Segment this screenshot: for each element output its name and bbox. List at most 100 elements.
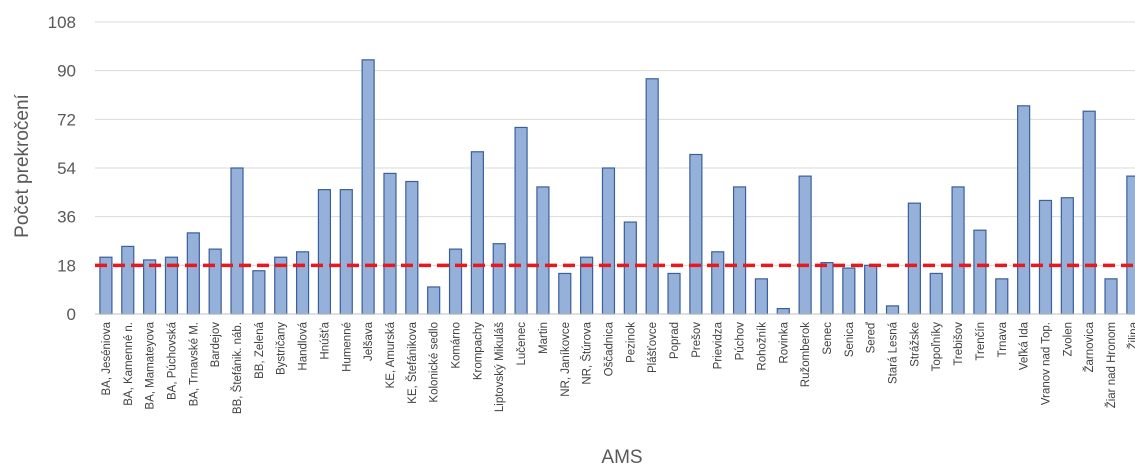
bar	[1104, 278, 1118, 315]
x-tick-label: Rovinka	[778, 321, 790, 363]
bar	[361, 59, 375, 315]
x-tick-label: Prievidza	[713, 321, 725, 369]
bar	[186, 232, 200, 315]
x-tick-label: BA, Púchovská	[166, 321, 178, 400]
bar	[383, 172, 397, 315]
x-tick-label: KE, Amurská	[385, 321, 397, 388]
y-tick-label: 90	[57, 62, 76, 81]
x-tick-label: BA, Jeséniova	[101, 321, 113, 395]
bar	[339, 189, 353, 315]
bar	[558, 272, 572, 315]
x-tick-label: Plášťovce	[647, 322, 659, 373]
x-tick-label: Senica	[844, 321, 856, 357]
y-tick-label: 0	[67, 305, 76, 324]
bar	[295, 251, 310, 315]
bar	[732, 186, 747, 315]
x-tick-label: BA, Trnavské M.	[188, 322, 200, 406]
bar	[951, 186, 965, 315]
x-tick-label: Púchov	[735, 322, 747, 361]
x-tick-label: Bystričany	[276, 322, 288, 375]
x-tick-label: Veľká Ida	[1019, 321, 1031, 370]
y-tick-label: 36	[57, 208, 76, 227]
bar	[317, 189, 332, 315]
y-tick-label: 54	[57, 159, 76, 178]
bar	[798, 175, 812, 315]
bar	[427, 286, 441, 315]
bar	[143, 259, 157, 315]
bar	[820, 262, 834, 315]
x-tick-label: Žilina	[1127, 321, 1135, 349]
y-tick-label: 72	[57, 110, 76, 129]
x-tick-label: KE, Štefánikova	[406, 321, 419, 403]
bars	[99, 59, 1135, 315]
x-tick-label: NR, Janíkovce	[560, 322, 572, 397]
x-tick-label: Martin	[538, 322, 550, 354]
y-axis-title: Počet prekročení	[12, 93, 33, 237]
bar	[864, 264, 878, 315]
x-tick-label: Strážske	[909, 322, 921, 367]
x-tick-label: BB, Štefánik. náb.	[231, 322, 244, 414]
bar	[929, 272, 943, 315]
bar	[995, 278, 1009, 315]
bar	[1060, 197, 1074, 315]
x-axis-ticks: BA, Jeséniova BA, Kamenné n. BA, Mamateyov…	[101, 321, 1135, 414]
x-tick-label: Ružomberok	[800, 322, 812, 387]
x-tick-label: Trebišov	[953, 322, 965, 366]
x-tick-label: Krompachy	[472, 322, 484, 380]
bar	[470, 151, 484, 315]
x-tick-label: BB, Zelená	[254, 321, 266, 378]
bar	[776, 307, 790, 315]
x-tick-label: Jelšava	[363, 321, 375, 361]
bar	[1082, 110, 1096, 315]
bar	[973, 229, 987, 315]
x-tick-label: Trenčín	[975, 322, 987, 361]
x-tick-label: Hnúšťa	[319, 321, 331, 359]
x-tick-label: Zvolen	[1062, 322, 1074, 357]
bar	[208, 248, 222, 315]
bar	[842, 267, 856, 315]
x-tick-label: BA, Kamenné n.	[123, 322, 135, 406]
bar	[601, 167, 616, 315]
x-tick-label: Trnava	[997, 321, 1009, 357]
x-tick-label: Žiar nad Hronom	[1105, 322, 1118, 408]
x-tick-label: Handlová	[298, 321, 310, 370]
bar	[536, 186, 550, 315]
x-tick-label: Humenné	[341, 322, 353, 372]
x-tick-label: Rohožník	[756, 322, 768, 371]
bar	[405, 180, 419, 315]
x-tick-label: Oščadnica	[603, 321, 615, 376]
bar	[1126, 175, 1135, 315]
x-tick-label: Liptovský Mikuláš	[494, 322, 506, 412]
bar	[711, 251, 725, 315]
bar	[907, 202, 921, 315]
x-tick-label: Komárno	[451, 322, 463, 369]
bar	[667, 272, 681, 315]
bar	[754, 278, 769, 315]
bar	[448, 248, 463, 315]
bar	[885, 305, 900, 315]
bar	[514, 126, 528, 315]
x-tick-label: Stará Lesná	[888, 321, 900, 384]
x-tick-label: Vranov nad Top.	[1040, 322, 1052, 405]
bar	[623, 221, 637, 315]
bar	[1038, 199, 1053, 315]
x-tick-label: Lučenec	[516, 322, 528, 366]
x-tick-label: Prešov	[691, 322, 703, 358]
bar	[689, 153, 703, 315]
bar	[121, 245, 135, 315]
x-tick-label: Poprad	[669, 322, 681, 359]
x-tick-label: Topoľníky	[931, 322, 943, 372]
x-tick-label: Žarnovica	[1083, 321, 1096, 372]
x-tick-label: NR, Štúrova	[581, 321, 594, 384]
x-tick-label: Pezinok	[625, 322, 637, 363]
x-tick-label: BA, Mamateyova	[145, 321, 157, 409]
x-axis-title: AMS	[601, 447, 642, 468]
y-axis-ticks: 0 18 36 54 72 90 108	[48, 13, 76, 324]
bar	[645, 78, 659, 315]
bar	[1017, 105, 1031, 315]
bar	[492, 243, 506, 315]
x-tick-label: Senec	[822, 322, 834, 355]
bar	[252, 270, 266, 315]
x-tick-label: Kolonické sedlo	[429, 322, 441, 403]
